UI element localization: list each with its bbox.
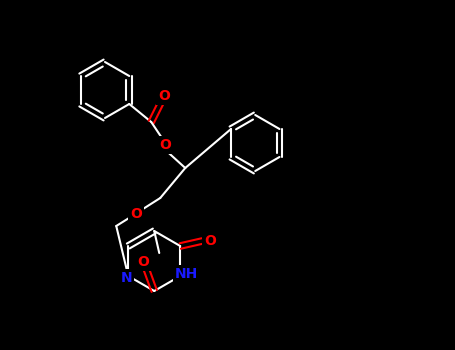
Text: O: O (204, 234, 216, 248)
Text: O: O (158, 89, 170, 103)
Text: N: N (121, 271, 132, 285)
Text: O: O (130, 207, 142, 221)
Text: NH: NH (175, 267, 198, 281)
Text: O: O (159, 138, 171, 152)
Text: O: O (137, 255, 149, 269)
